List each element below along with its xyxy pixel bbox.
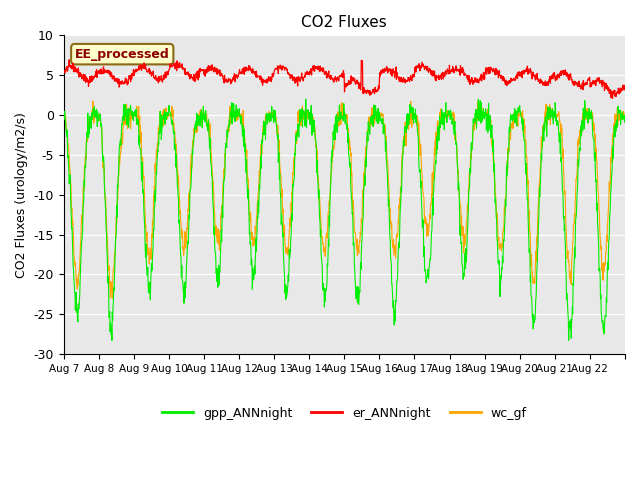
- Y-axis label: CO2 Fluxes (urology/m2/s): CO2 Fluxes (urology/m2/s): [15, 112, 28, 277]
- Legend: gpp_ANNnight, er_ANNnight, wc_gf: gpp_ANNnight, er_ANNnight, wc_gf: [157, 402, 532, 425]
- Text: EE_processed: EE_processed: [75, 48, 170, 60]
- Title: CO2 Fluxes: CO2 Fluxes: [301, 15, 387, 30]
